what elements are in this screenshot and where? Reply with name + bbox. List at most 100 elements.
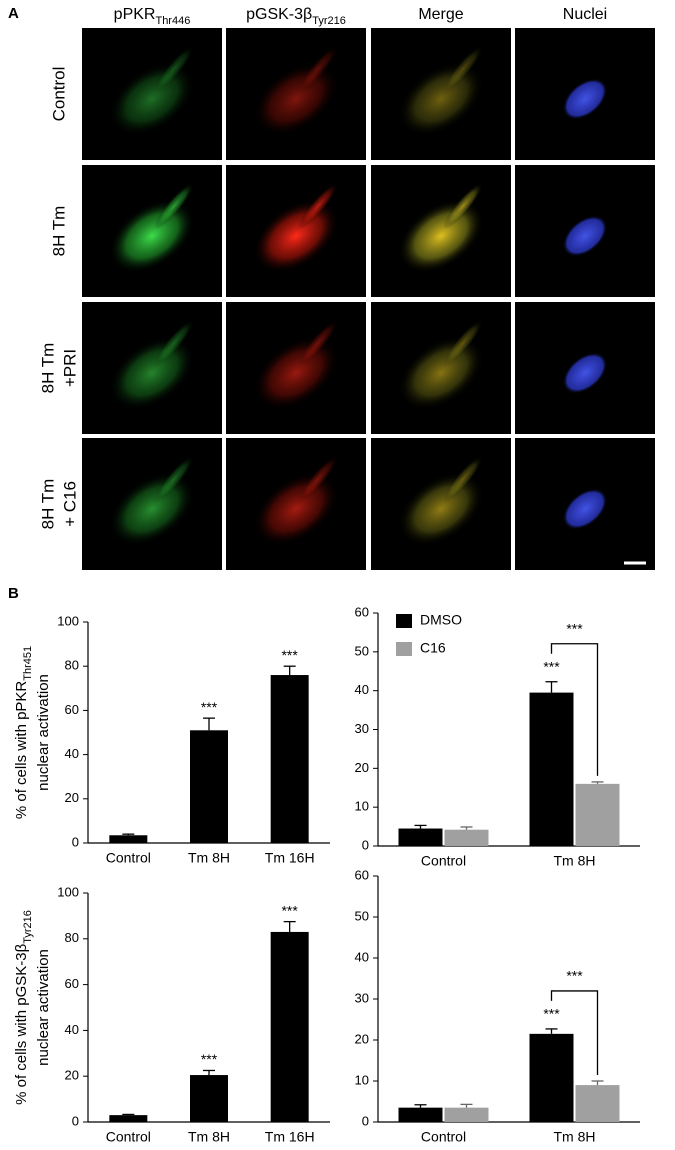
y-tick-label: 0 [362, 837, 369, 852]
bar [270, 931, 309, 1122]
column-header-main: Nuclei [563, 6, 607, 23]
significance-bracket [550, 643, 599, 776]
bar [398, 828, 443, 846]
column-header-sub: Tyr216 [312, 15, 346, 27]
significance-label: *** [566, 968, 583, 984]
y-axis-label: nuclear activation [35, 949, 52, 1066]
cell-process [442, 45, 484, 93]
y-axis-label-main: % of cells with pPKR [13, 681, 30, 820]
y-tick-label: 40 [65, 1022, 79, 1037]
column-header-main: pPKR [114, 6, 156, 23]
column-header-sub: Thr446 [155, 15, 190, 27]
column-header: pGSK-3βTyr216 [246, 6, 346, 27]
y-tick-label: 0 [72, 1113, 79, 1128]
column-header-main: Merge [418, 6, 463, 23]
y-tick-label: 10 [355, 1072, 369, 1087]
nucleus [562, 488, 608, 530]
x-tick-label: Tm 8H [554, 853, 596, 869]
cell-body [253, 62, 339, 136]
y-tick-label: 60 [355, 604, 369, 619]
y-tick-label: 100 [57, 884, 79, 899]
cell-body [398, 336, 484, 410]
bar [398, 1107, 443, 1122]
nucleus [562, 352, 608, 394]
bar [444, 1107, 489, 1122]
x-tick-label: Tm 16H [265, 1129, 315, 1145]
row-label: Control [49, 67, 68, 122]
nucleus [562, 215, 608, 257]
y-tick-label: 100 [57, 613, 79, 628]
y-tick-label: 0 [362, 1113, 369, 1128]
y-tick-label: 40 [65, 746, 79, 761]
cell-body [398, 62, 484, 136]
y-tick-label: 0 [72, 834, 79, 849]
x-tick-label: Tm 8H [188, 1129, 230, 1145]
legend-swatch [396, 614, 412, 628]
panel-label: A [8, 5, 19, 22]
y-tick-label: 80 [65, 658, 79, 673]
cell-body [109, 472, 195, 546]
cell-process [153, 182, 195, 230]
significance-label: *** [543, 1006, 560, 1022]
bar [109, 835, 148, 843]
bar [444, 829, 489, 846]
cell-process [297, 455, 339, 503]
legend-label: DMSO [420, 612, 462, 628]
y-tick-label: 50 [355, 908, 369, 923]
x-tick-label: Control [421, 853, 466, 869]
cell-body [398, 472, 484, 546]
y-tick-label: 50 [355, 643, 369, 658]
y-tick-label: 30 [355, 721, 369, 736]
y-axis-label: nuclear activation [35, 674, 52, 791]
row-label: + C16 [60, 481, 79, 527]
significance-label: *** [281, 647, 298, 663]
row-label: 8H Tm [38, 479, 57, 530]
y-tick-label: 10 [355, 799, 369, 814]
y-tick-label: 40 [355, 682, 369, 697]
panel-label: B [8, 585, 19, 602]
cell-process [297, 182, 339, 230]
significance-label: *** [201, 1051, 218, 1067]
legend-label: C16 [420, 640, 446, 656]
y-tick-label: 20 [65, 1068, 79, 1083]
bar [529, 1033, 574, 1122]
cell-body [253, 199, 339, 273]
legend-swatch [396, 642, 412, 656]
significance-label: *** [566, 620, 583, 636]
y-tick-label: 20 [355, 760, 369, 775]
y-tick-label: 20 [65, 790, 79, 805]
x-tick-label: Control [106, 850, 151, 866]
x-tick-label: Tm 16H [265, 850, 315, 866]
cell-process [442, 319, 484, 367]
x-tick-label: Tm 8H [554, 1129, 596, 1145]
row-label: +PRI [60, 349, 79, 387]
y-tick-label: 60 [65, 976, 79, 991]
y-tick-label: 80 [65, 930, 79, 945]
significance-label: *** [201, 699, 218, 715]
significance-label: *** [543, 658, 560, 674]
cell-body [253, 336, 339, 410]
x-tick-label: Control [106, 1129, 151, 1145]
cell-process [153, 319, 195, 367]
y-tick-label: 60 [355, 867, 369, 882]
bar [190, 1075, 228, 1122]
bar [575, 783, 620, 846]
cell-body [253, 472, 339, 546]
bar [190, 730, 228, 843]
column-header-main: pGSK-3β [246, 6, 312, 23]
cell-process [153, 455, 195, 503]
column-header: Merge [418, 6, 463, 23]
cell-body [109, 199, 195, 273]
column-header: pPKRThr446 [114, 6, 191, 27]
bar [270, 675, 309, 843]
bar [575, 1085, 620, 1122]
y-tick-label: 40 [355, 949, 369, 964]
y-axis-label: % of cells with pGSK-3βTyr216 [13, 910, 34, 1105]
y-axis-label: % of cells with pPKRThr451 [13, 646, 34, 819]
cell-body [109, 62, 195, 136]
cell-process [442, 182, 484, 230]
row-label: 8H Tm [49, 206, 68, 257]
row-label: 8H Tm [38, 343, 57, 394]
x-tick-label: Tm 8H [188, 850, 230, 866]
